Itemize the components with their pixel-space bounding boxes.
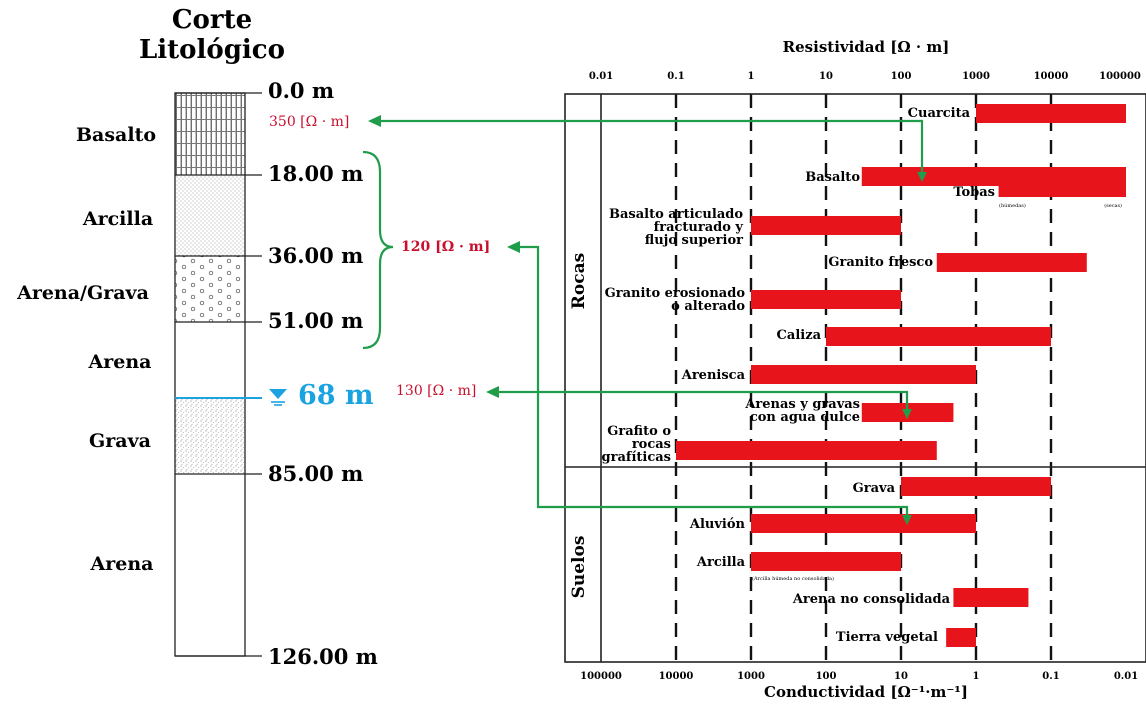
range-bar xyxy=(751,365,976,384)
layer-arcilla xyxy=(175,175,245,256)
depth-label-85: 85.00 m xyxy=(268,461,363,486)
bar-label-grafito-2: rocas xyxy=(632,437,671,452)
bar-label-granito-fresco: Granito fresco xyxy=(828,255,933,270)
bar-label-grafito-1: Grafito o xyxy=(607,424,671,439)
top-tick-label: 100 xyxy=(891,71,912,82)
top-tick-label: 0.01 xyxy=(589,71,613,82)
range-bar xyxy=(936,253,1087,272)
bar-label-arenisca: Arenisca xyxy=(681,368,746,383)
layer-arena-upper xyxy=(175,322,245,398)
annotation-120: 120 [Ω · m] xyxy=(401,239,490,255)
range-bar-labels: Cuarcita Basalto Tobas (húmedas) (secas)… xyxy=(602,106,1123,645)
annotation-350: 350 [Ω · m] xyxy=(269,114,349,130)
top-tick-label: 10000 xyxy=(1034,71,1069,82)
bar-label-cuarcita: Cuarcita xyxy=(908,106,971,121)
layer-label-arena-grava: Arena/Grava xyxy=(16,282,149,304)
bar-label-arenas-gravas-2: con agua dulce xyxy=(750,410,860,425)
range-bar xyxy=(976,104,1126,123)
arcilla-note: (Arcilla húmeda no consolidada) xyxy=(752,575,834,582)
top-tick-label: 0.1 xyxy=(667,71,684,82)
bottom-tick-label: 0.01 xyxy=(1114,671,1138,682)
bottom-tick-label: 100000 xyxy=(580,671,622,682)
bottom-tick-label: 0.1 xyxy=(1042,671,1059,682)
range-bar xyxy=(901,477,1051,496)
bar-label-arena-no-consolidada: Arena no consolidada xyxy=(792,592,951,607)
bar-label-tierra-vegetal: Tierra vegetal xyxy=(836,630,938,645)
range-bar xyxy=(751,514,976,533)
group-label-suelos: Suelos xyxy=(569,536,589,599)
layer-label-arena-upper: Arena xyxy=(88,351,152,373)
arrow-aluvion xyxy=(507,241,912,525)
range-bar xyxy=(751,290,901,309)
bar-label-basalto: Basalto xyxy=(805,170,860,185)
layer-label-arcilla: Arcilla xyxy=(82,208,153,230)
top-tick-label: 100000 xyxy=(1099,71,1141,82)
range-bar xyxy=(946,628,976,647)
bottom-tick-label: 1000 xyxy=(737,671,765,682)
range-bar xyxy=(826,327,1051,346)
arrow-basalto xyxy=(368,115,927,182)
range-bar xyxy=(998,178,1126,197)
bottom-tick-label: 10000 xyxy=(659,671,694,682)
top-tick-label: 1 xyxy=(748,71,755,82)
range-bar xyxy=(751,552,901,571)
bar-label-tobas: Tobas xyxy=(953,185,995,200)
bar-label-granito-erosionado-2: o alterado xyxy=(671,299,745,314)
layer-label-grava: Grava xyxy=(89,430,151,452)
layer-grava xyxy=(175,398,245,474)
chart: Resistividad [Ω · m] 0.01 0.1 1 10 100 1000 10… xyxy=(564,38,1146,701)
bottom-tick-labels: 100000 10000 1000 100 10 1 0.1 0.01 xyxy=(580,671,1138,682)
arrow-arenas-gravas xyxy=(486,386,912,419)
bar-label-basalto-articulado-1: Basalto articulado xyxy=(609,207,743,222)
bar-label-grava: Grava xyxy=(853,481,896,496)
range-bar xyxy=(953,588,1029,607)
water-table-icon xyxy=(269,389,287,406)
bottom-tick-label: 1 xyxy=(973,671,980,682)
layer-label-basalto: Basalto xyxy=(76,124,156,146)
brace-18-51 xyxy=(362,150,394,350)
bar-label-arenas-gravas-1: Arenas y gravas xyxy=(744,397,860,412)
bar-label-arcilla: Arcilla xyxy=(696,555,746,570)
chart-xlabel-bottom: Conductividad [Ω⁻¹·m⁻¹] xyxy=(764,683,968,701)
top-tick-labels: 0.01 0.1 1 10 100 1000 10000 100000 xyxy=(589,71,1141,82)
top-tick-label: 10 xyxy=(819,71,833,82)
layer-basalto xyxy=(175,93,245,175)
range-bar xyxy=(751,216,901,235)
water-level-label: 68 m xyxy=(298,380,374,411)
bar-label-aluvion: Aluvión xyxy=(689,517,746,532)
bar-label-caliza: Caliza xyxy=(777,328,822,343)
bar-label-basalto-articulado-3: flujo superior xyxy=(645,233,743,248)
layer-label-arena-lower: Arena xyxy=(90,553,154,575)
top-tick-label: 1000 xyxy=(962,71,990,82)
depth-label-36: 36.00 m xyxy=(268,243,363,268)
bar-label-granito-erosionado-1: Granito erosionado xyxy=(605,286,746,301)
depth-label-18: 18.00 m xyxy=(268,161,363,186)
bottom-tick-label: 100 xyxy=(816,671,837,682)
depth-label-126: 126.00 m xyxy=(268,644,378,669)
tobas-note-left: (húmedas) xyxy=(999,202,1026,209)
connector-arrows xyxy=(368,115,927,525)
bar-label-grafito-3: grafíticas xyxy=(602,450,672,465)
tobas-note-right: (secas) xyxy=(1104,202,1122,209)
column-title-line1: Corte xyxy=(172,5,252,35)
depth-label-51: 51.00 m xyxy=(268,308,363,333)
layer-arena-lower xyxy=(175,474,245,656)
lithologic-column: Corte Litológico Basalto Arcilla Arena/G… xyxy=(16,5,394,669)
layer-arena-grava xyxy=(175,256,245,322)
annotation-130: 130 [Ω · m] xyxy=(396,383,476,399)
range-bar xyxy=(676,441,937,460)
column-title-line2: Litológico xyxy=(139,35,285,65)
group-label-rocas: Rocas xyxy=(569,253,589,309)
chart-frame xyxy=(564,93,1146,663)
bottom-tick-label: 10 xyxy=(894,671,908,682)
chart-title: Resistividad [Ω · m] xyxy=(783,38,950,56)
range-bars xyxy=(676,104,1126,647)
depth-label-0: 0.0 m xyxy=(268,78,334,103)
bar-label-basalto-articulado-2: fracturado y xyxy=(654,220,744,235)
